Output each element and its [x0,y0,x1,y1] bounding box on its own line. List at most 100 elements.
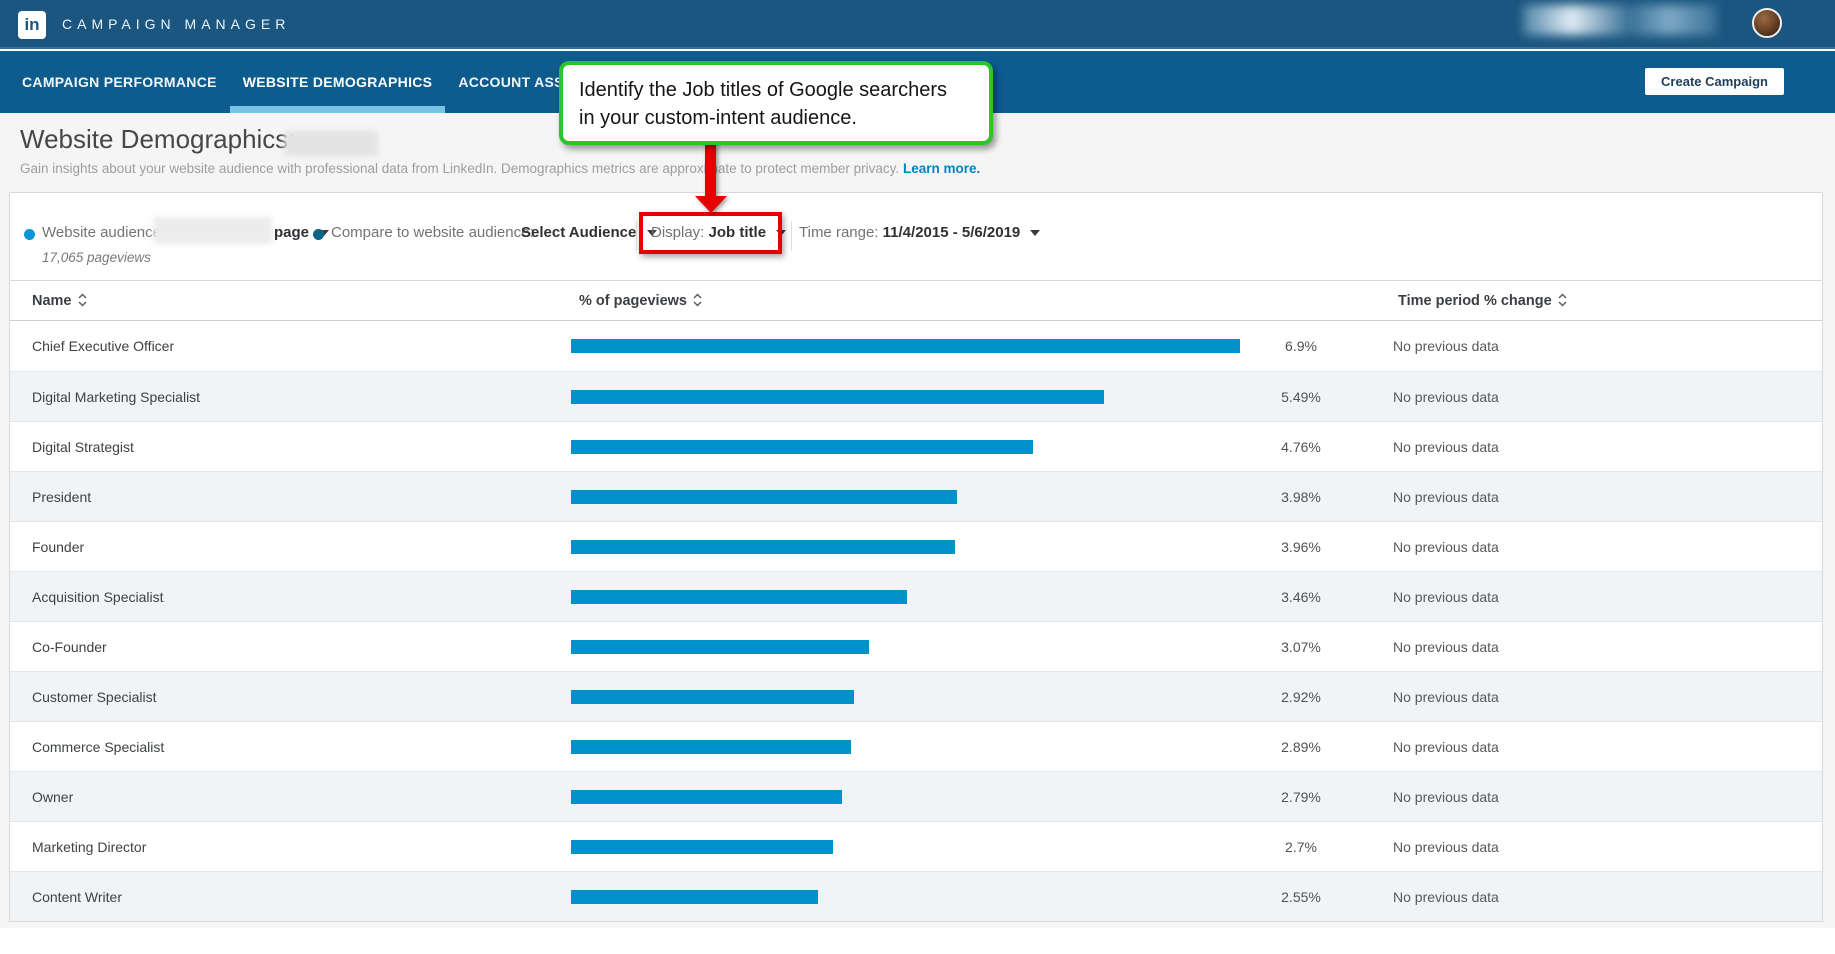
sort-icon [1558,293,1567,307]
chevron-down-icon [319,230,330,237]
annotation-callout: Identify the Job titles of Google search… [559,61,993,145]
pageviews-bar [571,840,833,854]
nav-tabs: CAMPAIGN PERFORMANCE WEBSITE DEMOGRAPHIC… [9,51,623,113]
pageviews-percent: 2.79% [1281,789,1321,805]
time-period-change: No previous data [1393,839,1499,855]
website-audience-dropdown[interactable]: page [274,224,330,241]
time-range-label: Time range: [799,224,879,241]
divider [636,221,637,251]
pageviews-bar [571,440,1033,454]
time-range-value: 11/4/2015 - 5/6/2019 [882,224,1021,241]
pageviews-bar [571,540,955,554]
website-audience-value-redacted [153,217,272,244]
app-title: CAMPAIGN MANAGER [62,16,291,32]
pageviews-percent: 5.49% [1281,389,1321,405]
job-title-name: Co-Founder [32,639,107,655]
pageviews-percent: 2.92% [1281,689,1321,705]
website-audience-dot-icon [24,229,35,240]
compare-audience-label: Compare to website audience: [331,224,534,241]
annotation-arrow-head [695,196,727,213]
tab-label: CAMPAIGN PERFORMANCE [22,74,217,90]
compare-audience-dot-icon [313,229,324,240]
pageviews-count: 17,065 pageviews [42,250,151,265]
table-row: Marketing Director 2.7% No previous data [10,821,1822,871]
job-title-name: Digital Marketing Specialist [32,389,201,405]
chevron-down-icon [1030,230,1041,237]
time-range-dropdown[interactable]: Time range: 11/4/2015 - 5/6/2019 [799,224,1041,241]
time-period-change: No previous data [1393,539,1499,555]
pageviews-bar [571,590,907,604]
website-audience-value: page [274,224,310,241]
column-header-change[interactable]: Time period % change [1398,292,1568,309]
pageviews-bar [571,640,869,654]
pageviews-bar [571,490,957,504]
pageviews-percent: 2.7% [1285,839,1317,855]
time-period-change: No previous data [1393,889,1499,905]
time-period-change: No previous data [1393,589,1499,605]
pageviews-bar [571,790,842,804]
compare-audience-dropdown[interactable]: Select Audience [521,224,657,241]
table-row: Content Writer 2.55% No previous data [10,871,1822,921]
time-period-change: No previous data [1393,789,1499,805]
job-title-name: President [32,489,92,505]
account-name-redacted [1523,5,1717,35]
table-row: Co-Founder 3.07% No previous data [10,621,1822,671]
table-row: President 3.98% No previous data [10,471,1822,521]
avatar[interactable] [1752,8,1782,38]
pageviews-percent: 3.07% [1281,639,1321,655]
callout-line-2: in your custom-intent audience. [579,107,857,129]
create-campaign-button[interactable]: Create Campaign [1645,68,1784,95]
audience-name-redacted [284,131,378,156]
table-row: Digital Marketing Specialist 5.49% No prev… [10,371,1822,421]
pageviews-percent: 6.9% [1285,338,1317,354]
job-title-name: Content Writer [32,889,122,905]
job-title-name: Chief Executive Officer [32,338,175,354]
tab-campaign-performance[interactable]: CAMPAIGN PERFORMANCE [9,51,230,113]
pageviews-percent: 2.89% [1281,739,1321,755]
compare-audience-value: Select Audience [521,224,637,241]
tab-label: ACCOUNT ASSETS [458,74,592,90]
time-period-change: No previous data [1393,389,1499,405]
table-row: Digital Strategist 4.76% No previous data [10,421,1822,471]
pageviews-bar [571,339,1240,353]
pageviews-percent: 4.76% [1281,439,1321,455]
time-period-change: No previous data [1393,689,1499,705]
top-bar: in CAMPAIGN MANAGER [0,0,1835,49]
linkedin-logo-icon[interactable]: in [18,11,46,39]
display-value: Job title [708,224,767,241]
annotation-arrow [705,143,716,196]
job-title-name: Marketing Director [32,839,147,855]
job-title-name: Commerce Specialist [32,739,165,755]
table-row: Founder 3.96% No previous data [10,521,1822,571]
sort-icon [693,293,702,307]
page-description: Gain insights about your website audienc… [20,161,980,176]
tab-label: WEBSITE DEMOGRAPHICS [242,74,433,90]
description-text: Gain insights about your website audienc… [20,161,900,176]
time-period-change: No previous data [1393,639,1499,655]
annotation-highlight-box [639,212,782,254]
table-header-row: Name % of pageviews Time period % change [10,281,1822,321]
chevron-down-icon [646,230,657,237]
website-audience-label: Website audience: [42,224,166,241]
column-header-name[interactable]: Name [32,292,88,309]
time-period-change: No previous data [1393,338,1499,354]
table-row: Customer Specialist 2.92% No previous data [10,671,1822,721]
time-period-change: No previous data [1393,739,1499,755]
time-period-change: No previous data [1393,489,1499,505]
job-title-name: Owner [32,789,74,805]
column-header-pageviews[interactable]: % of pageviews [579,292,703,309]
sort-icon [77,293,87,307]
pageviews-percent: 2.55% [1281,889,1321,905]
page-title: Website Demographics: [20,124,296,154]
table-row: Owner 2.79% No previous data [10,771,1822,821]
pageviews-bar [571,740,851,754]
tab-website-demographics[interactable]: WEBSITE DEMOGRAPHICS [229,51,446,113]
callout-line-1: Identify the Job titles of Google search… [579,79,947,101]
job-title-name: Founder [32,539,85,555]
job-title-name: Digital Strategist [32,439,134,455]
learn-more-link[interactable]: Learn more. [902,161,981,176]
table-row: Chief Executive Officer 6.9% No previous d… [10,321,1822,371]
pageviews-bar [571,690,854,704]
pageviews-percent: 3.46% [1281,589,1321,605]
